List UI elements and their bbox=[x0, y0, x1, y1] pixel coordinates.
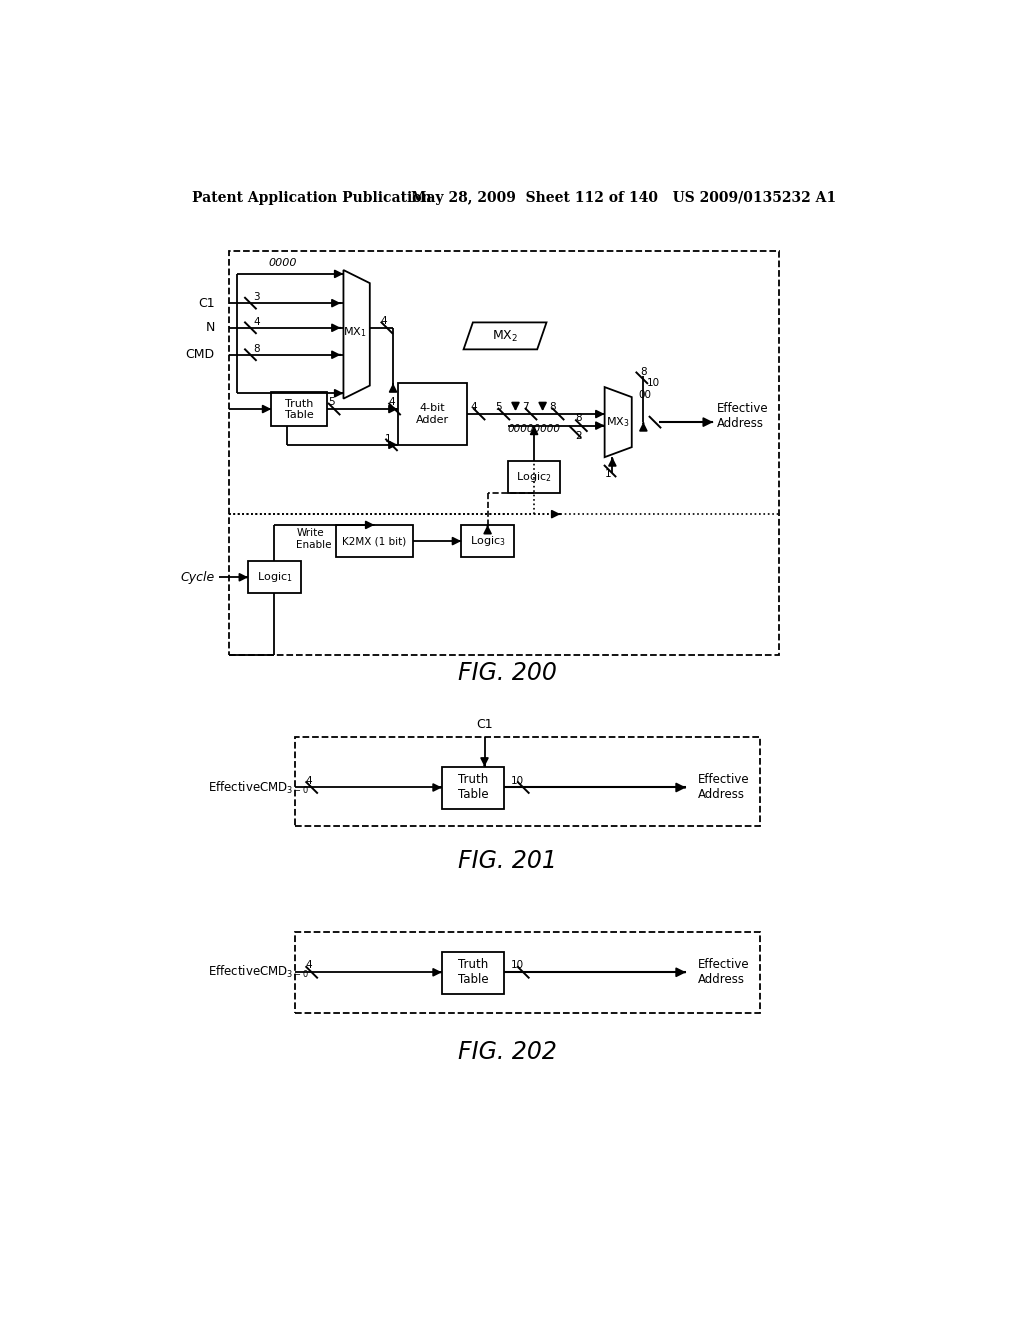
Text: 4: 4 bbox=[305, 961, 312, 970]
Bar bbox=[508, 461, 560, 494]
Text: EffectiveCMD$_{3-0}$: EffectiveCMD$_{3-0}$ bbox=[208, 964, 308, 981]
Text: Truth
Table: Truth Table bbox=[458, 774, 488, 801]
Text: Logic$_1$: Logic$_1$ bbox=[257, 570, 292, 585]
Text: Truth
Table: Truth Table bbox=[285, 399, 313, 420]
Text: N: N bbox=[206, 321, 215, 334]
Text: 10: 10 bbox=[511, 961, 524, 970]
Text: May 28, 2009  Sheet 112 of 140   US 2009/0135232 A1: May 28, 2009 Sheet 112 of 140 US 2009/01… bbox=[411, 191, 836, 206]
Text: 4-bit
Adder: 4-bit Adder bbox=[416, 403, 450, 425]
Text: 5: 5 bbox=[496, 403, 502, 412]
Text: 4: 4 bbox=[381, 315, 387, 326]
Text: Write
Enable: Write Enable bbox=[296, 528, 332, 549]
Text: 8: 8 bbox=[640, 367, 647, 376]
Bar bbox=[248, 561, 301, 594]
Text: 10: 10 bbox=[647, 379, 660, 388]
Text: 4: 4 bbox=[305, 776, 312, 785]
Text: 0000: 0000 bbox=[268, 257, 297, 268]
Polygon shape bbox=[343, 271, 370, 399]
Text: CMD: CMD bbox=[185, 348, 215, 362]
Text: 3: 3 bbox=[253, 292, 260, 302]
Text: 4: 4 bbox=[388, 397, 395, 407]
Text: C1: C1 bbox=[199, 297, 215, 310]
Text: Patent Application Publication: Patent Application Publication bbox=[191, 191, 431, 206]
Bar bbox=[442, 767, 504, 809]
Text: Logic$_3$: Logic$_3$ bbox=[470, 535, 506, 548]
Bar bbox=[271, 392, 328, 426]
Text: K2MX (1 bit): K2MX (1 bit) bbox=[342, 536, 407, 546]
Text: C1: C1 bbox=[476, 718, 493, 731]
Text: 00: 00 bbox=[638, 389, 651, 400]
Text: Effective
Address: Effective Address bbox=[717, 403, 769, 430]
Text: 4: 4 bbox=[470, 403, 477, 412]
Text: 7: 7 bbox=[522, 403, 528, 412]
Text: FIG. 202: FIG. 202 bbox=[459, 1040, 557, 1064]
Text: Logic$_2$: Logic$_2$ bbox=[516, 470, 552, 484]
Text: 10: 10 bbox=[511, 776, 524, 785]
Text: 8: 8 bbox=[253, 343, 260, 354]
Polygon shape bbox=[464, 322, 547, 350]
Text: MX$_2$: MX$_2$ bbox=[493, 329, 518, 343]
Text: 1: 1 bbox=[385, 434, 392, 444]
Text: 00000000: 00000000 bbox=[508, 425, 561, 434]
Text: Effective
Address: Effective Address bbox=[697, 958, 750, 986]
Text: FIG. 201: FIG. 201 bbox=[459, 849, 557, 873]
Bar bbox=[461, 525, 514, 557]
Text: Truth
Table: Truth Table bbox=[458, 958, 488, 986]
Text: EffectiveCMD$_{3-0}$: EffectiveCMD$_{3-0}$ bbox=[208, 779, 308, 796]
Text: 5: 5 bbox=[328, 397, 335, 407]
Text: FIG. 200: FIG. 200 bbox=[459, 661, 557, 685]
Bar bbox=[295, 932, 760, 1014]
Text: MX$_1$: MX$_1$ bbox=[343, 325, 367, 338]
Text: 4: 4 bbox=[253, 317, 260, 326]
Bar bbox=[228, 251, 779, 655]
Text: MX$_3$: MX$_3$ bbox=[606, 414, 630, 429]
Polygon shape bbox=[604, 387, 632, 457]
Text: 8: 8 bbox=[575, 413, 583, 422]
Bar bbox=[397, 383, 467, 445]
Text: 1: 1 bbox=[604, 469, 611, 479]
Text: Effective
Address: Effective Address bbox=[697, 774, 750, 801]
Text: 8: 8 bbox=[550, 403, 556, 412]
Bar bbox=[336, 525, 414, 557]
Text: Cycle: Cycle bbox=[180, 570, 215, 583]
Bar bbox=[295, 738, 760, 826]
Bar bbox=[442, 952, 504, 994]
Text: 2: 2 bbox=[575, 430, 583, 441]
